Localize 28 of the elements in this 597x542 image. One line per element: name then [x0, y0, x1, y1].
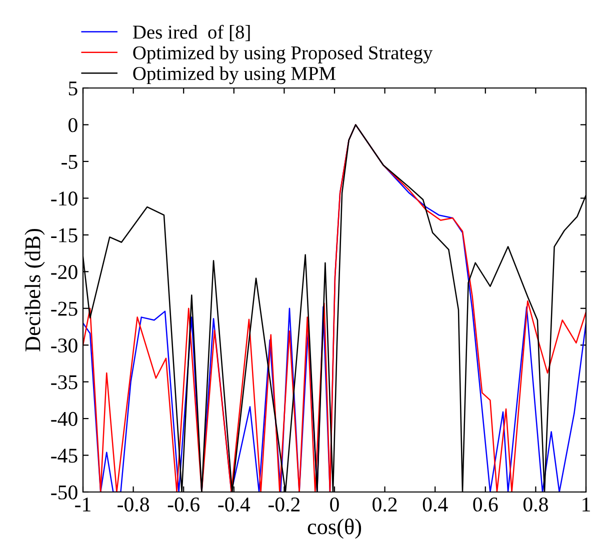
- y-tick-label: -30: [51, 338, 78, 353]
- legend-label: Optimized by using Proposed Strategy: [133, 46, 433, 64]
- y-tick-label: -40: [51, 412, 78, 426]
- y-tick-label: 0: [68, 118, 78, 132]
- x-tick-label: -0.2: [268, 497, 300, 512]
- y-tick-label: -45: [51, 448, 78, 463]
- x-tick-label: -0.6: [168, 497, 200, 512]
- x-tick-label: 0.8: [523, 497, 548, 512]
- x-tick-label: 0: [330, 497, 339, 512]
- y-tick-label: -10: [51, 192, 78, 206]
- y-tick-label: -35: [51, 375, 78, 390]
- x-tick-label: 0.2: [372, 497, 397, 512]
- legend-label: Optimized by using MPM: [133, 66, 336, 84]
- x-tick-label: 0.4: [422, 497, 448, 512]
- x-axis-title: cos(θ): [308, 518, 362, 539]
- x-tick-label: -1: [75, 498, 90, 512]
- y-tick-label: -25: [51, 302, 78, 316]
- x-tick-label: 0.6: [473, 497, 498, 512]
- y-axis-title: Decibels (dB): [24, 228, 45, 352]
- x-tick-label: -0.4: [218, 497, 250, 512]
- x-tick-label: 1: [582, 498, 590, 512]
- y-tick-label: -50: [51, 485, 78, 500]
- y-tick-label: -20: [51, 265, 78, 280]
- legend-label: Des ired of [8]: [132, 24, 250, 42]
- y-tick-label: -15: [51, 228, 78, 242]
- y-tick-label: -5: [62, 155, 78, 169]
- x-tick-label: -0.8: [118, 497, 149, 512]
- y-tick-label: 5: [68, 82, 78, 96]
